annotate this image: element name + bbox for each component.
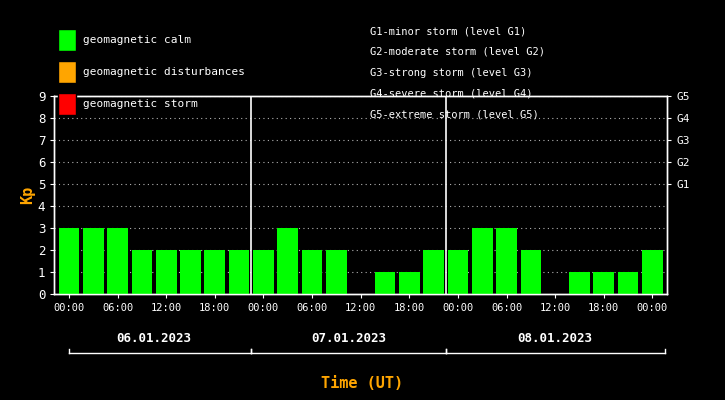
- Y-axis label: Kp: Kp: [20, 186, 35, 204]
- Bar: [642, 250, 663, 294]
- Text: G1-minor storm (level G1): G1-minor storm (level G1): [370, 26, 526, 36]
- Bar: [472, 228, 492, 294]
- Bar: [496, 228, 517, 294]
- Bar: [83, 228, 104, 294]
- Text: G3-strong storm (level G3): G3-strong storm (level G3): [370, 68, 532, 78]
- Bar: [107, 228, 128, 294]
- Bar: [156, 250, 176, 294]
- Text: 08.01.2023: 08.01.2023: [518, 332, 592, 344]
- Bar: [423, 250, 444, 294]
- Text: Time (UT): Time (UT): [321, 376, 404, 392]
- Bar: [229, 250, 249, 294]
- Bar: [278, 228, 298, 294]
- Bar: [594, 272, 614, 294]
- Bar: [521, 250, 541, 294]
- Text: geomagnetic calm: geomagnetic calm: [83, 35, 191, 45]
- Bar: [131, 250, 152, 294]
- Text: G5-extreme storm (level G5): G5-extreme storm (level G5): [370, 109, 539, 119]
- Text: geomagnetic disturbances: geomagnetic disturbances: [83, 67, 245, 77]
- Bar: [302, 250, 323, 294]
- Bar: [399, 272, 420, 294]
- Bar: [59, 228, 79, 294]
- Bar: [618, 272, 639, 294]
- Bar: [181, 250, 201, 294]
- Text: G4-severe storm (level G4): G4-severe storm (level G4): [370, 88, 532, 98]
- Text: geomagnetic storm: geomagnetic storm: [83, 99, 198, 109]
- Text: 06.01.2023: 06.01.2023: [117, 332, 191, 344]
- Bar: [253, 250, 274, 294]
- Bar: [375, 272, 395, 294]
- Text: 07.01.2023: 07.01.2023: [311, 332, 386, 344]
- Text: G2-moderate storm (level G2): G2-moderate storm (level G2): [370, 47, 544, 57]
- Bar: [204, 250, 225, 294]
- Bar: [326, 250, 347, 294]
- Bar: [569, 272, 590, 294]
- Bar: [447, 250, 468, 294]
